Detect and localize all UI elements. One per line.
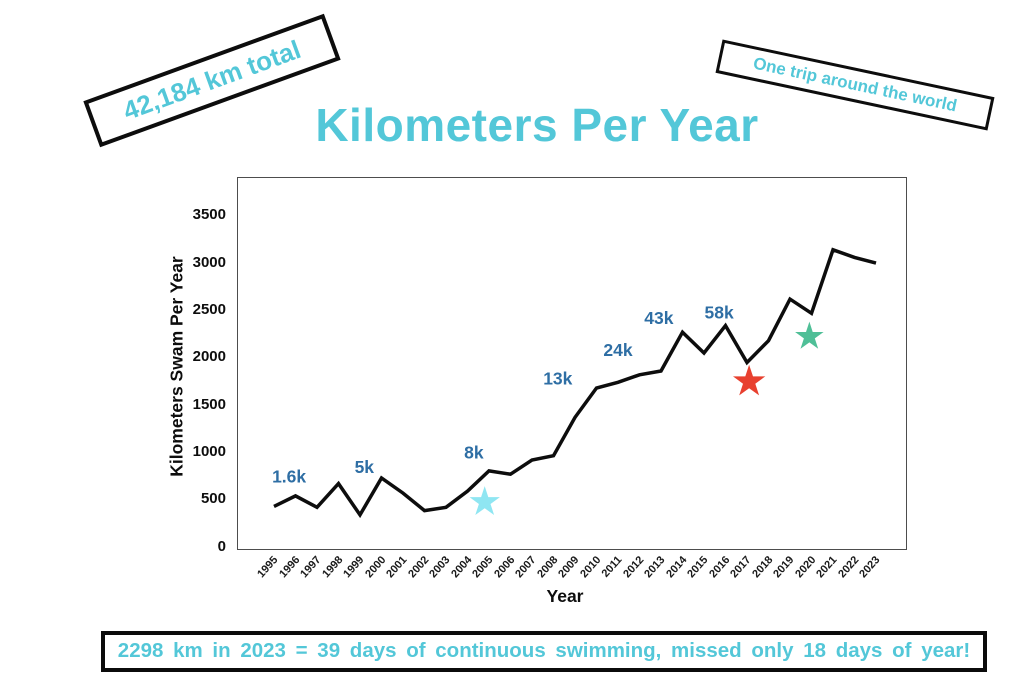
x-tick-label: 2002 <box>405 553 431 581</box>
x-tick-label: 2010 <box>577 553 603 581</box>
x-tick-label: 1999 <box>341 553 367 581</box>
light-cyan-star-marker <box>469 486 500 515</box>
milestone-label-13k: 13k <box>543 369 572 389</box>
milestone-label-1.6k: 1.6k <box>272 467 306 487</box>
km-per-year-line <box>273 247 877 519</box>
x-tick-label: 1998 <box>319 553 345 581</box>
chart-frame: 1.6k 5k 8k 13k 24k 43k 58k <box>237 177 907 550</box>
x-tick-label: 2019 <box>771 553 797 581</box>
milestone-label-43k: 43k <box>644 308 673 328</box>
x-tick-label: 2001 <box>384 553 410 581</box>
red-star-marker <box>733 364 766 396</box>
page-title: Kilometers Per Year <box>315 99 759 151</box>
x-tick-label: 2018 <box>749 553 775 581</box>
x-tick-label: 2006 <box>491 553 517 581</box>
x-tick-label: 1997 <box>298 553 324 581</box>
milestone-label-24k: 24k <box>603 340 632 360</box>
caption-banner: 2298 km in 2023 = 39 days of continuous … <box>101 631 987 672</box>
x-tick-label: 2015 <box>685 553 711 581</box>
x-tick-label: 2022 <box>835 553 861 581</box>
x-tick-label: 2023 <box>857 553 883 581</box>
x-tick-label: 2000 <box>362 553 388 581</box>
x-tick-label: 2004 <box>448 553 474 581</box>
x-tick-label: 2009 <box>556 553 582 581</box>
x-tick-label: 2012 <box>620 553 646 581</box>
green-star-marker <box>795 321 824 349</box>
x-tick-label: 2017 <box>728 553 754 581</box>
x-tick-label: 2007 <box>513 553 539 581</box>
x-tick-label: 2021 <box>814 553 840 581</box>
x-tick-label: 2020 <box>792 553 818 581</box>
x-tick-label: 2005 <box>470 553 496 581</box>
x-tick-label: 1996 <box>276 553 302 581</box>
milestone-label-58k: 58k <box>704 302 733 322</box>
x-tick-label: 2003 <box>427 553 453 581</box>
x-tick-label: 2016 <box>706 553 732 581</box>
caption-banner-text: 2298 km in 2023 = 39 days of continuous … <box>117 639 971 662</box>
x-tick-label: 2013 <box>642 553 668 581</box>
line-chart: 1.6k 5k 8k 13k 24k 43k 58k <box>272 247 877 519</box>
y-tick-label: 0 <box>217 537 226 555</box>
x-axis-title: Year <box>546 586 584 606</box>
x-tick-label: 2008 <box>534 553 560 581</box>
milestone-label-8k: 8k <box>464 442 484 462</box>
x-tick-label: 2014 <box>663 553 689 581</box>
x-tick-label: 2011 <box>599 553 625 580</box>
milestone-label-5k: 5k <box>355 457 375 477</box>
y-axis-title: Kilometers Swam Per Year <box>166 256 187 477</box>
x-tick-label: 1995 <box>255 553 281 581</box>
